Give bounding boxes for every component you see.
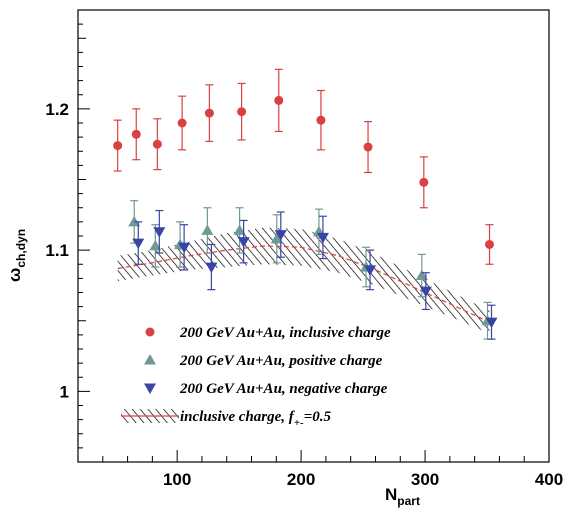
data-point xyxy=(364,265,377,276)
data-point xyxy=(415,269,428,281)
legend-label: 200 GeV Au+Au, negative charge xyxy=(179,381,388,397)
data-point xyxy=(485,317,498,329)
data-point xyxy=(270,232,283,244)
data-point xyxy=(204,108,214,118)
data-point xyxy=(485,239,495,249)
data-point xyxy=(149,239,162,251)
x-tick-label: 400 xyxy=(535,470,563,489)
data-point xyxy=(237,237,250,248)
legend-marker xyxy=(144,383,156,394)
data-point xyxy=(131,129,141,139)
data-point xyxy=(233,224,246,235)
legend-label: inclusive charge, f+-=0.5 xyxy=(180,409,331,429)
y-tick-label: 1 xyxy=(60,382,69,401)
x-tick-label: 300 xyxy=(411,470,439,489)
data-point xyxy=(205,262,218,274)
legend-label: 200 GeV Au+Au, inclusive charge xyxy=(179,325,391,341)
data-point xyxy=(274,230,287,241)
data-point xyxy=(316,232,329,244)
data-point xyxy=(153,227,166,238)
series-triangle-down xyxy=(132,209,498,340)
data-point xyxy=(419,177,429,187)
x-tick-label: 200 xyxy=(287,470,315,489)
data-point xyxy=(113,141,123,151)
band-center-line xyxy=(117,245,490,323)
data-point xyxy=(132,238,145,250)
legend: 200 GeV Au+Au, inclusive charge 200 GeV A… xyxy=(121,325,391,429)
legend-label: 200 GeV Au+Au, positive charge xyxy=(179,353,383,369)
data-point xyxy=(177,118,187,128)
x-tick-label: 100 xyxy=(163,470,191,489)
data-point xyxy=(316,115,326,125)
y-axis-title: ωch,dyn xyxy=(5,229,28,282)
data-points xyxy=(113,68,498,340)
legend-marker xyxy=(145,327,155,337)
y-tick-label: 1.2 xyxy=(45,100,69,119)
data-point xyxy=(274,95,284,105)
data-point xyxy=(363,142,373,152)
data-point xyxy=(237,107,247,117)
y-tick-label: 1.1 xyxy=(45,241,69,260)
legend-marker xyxy=(144,354,156,365)
axes: 100 200 300 400 1 1.1 1.2 Npart ωch,dyn xyxy=(5,9,563,508)
data-point xyxy=(128,215,141,227)
data-point xyxy=(201,224,214,235)
data-point xyxy=(152,139,162,149)
data-point xyxy=(178,242,191,254)
x-axis-title: Npart xyxy=(385,485,420,508)
data-point xyxy=(419,286,432,298)
series-circle xyxy=(113,68,495,265)
band-layer xyxy=(117,227,490,334)
band-area xyxy=(117,227,490,334)
